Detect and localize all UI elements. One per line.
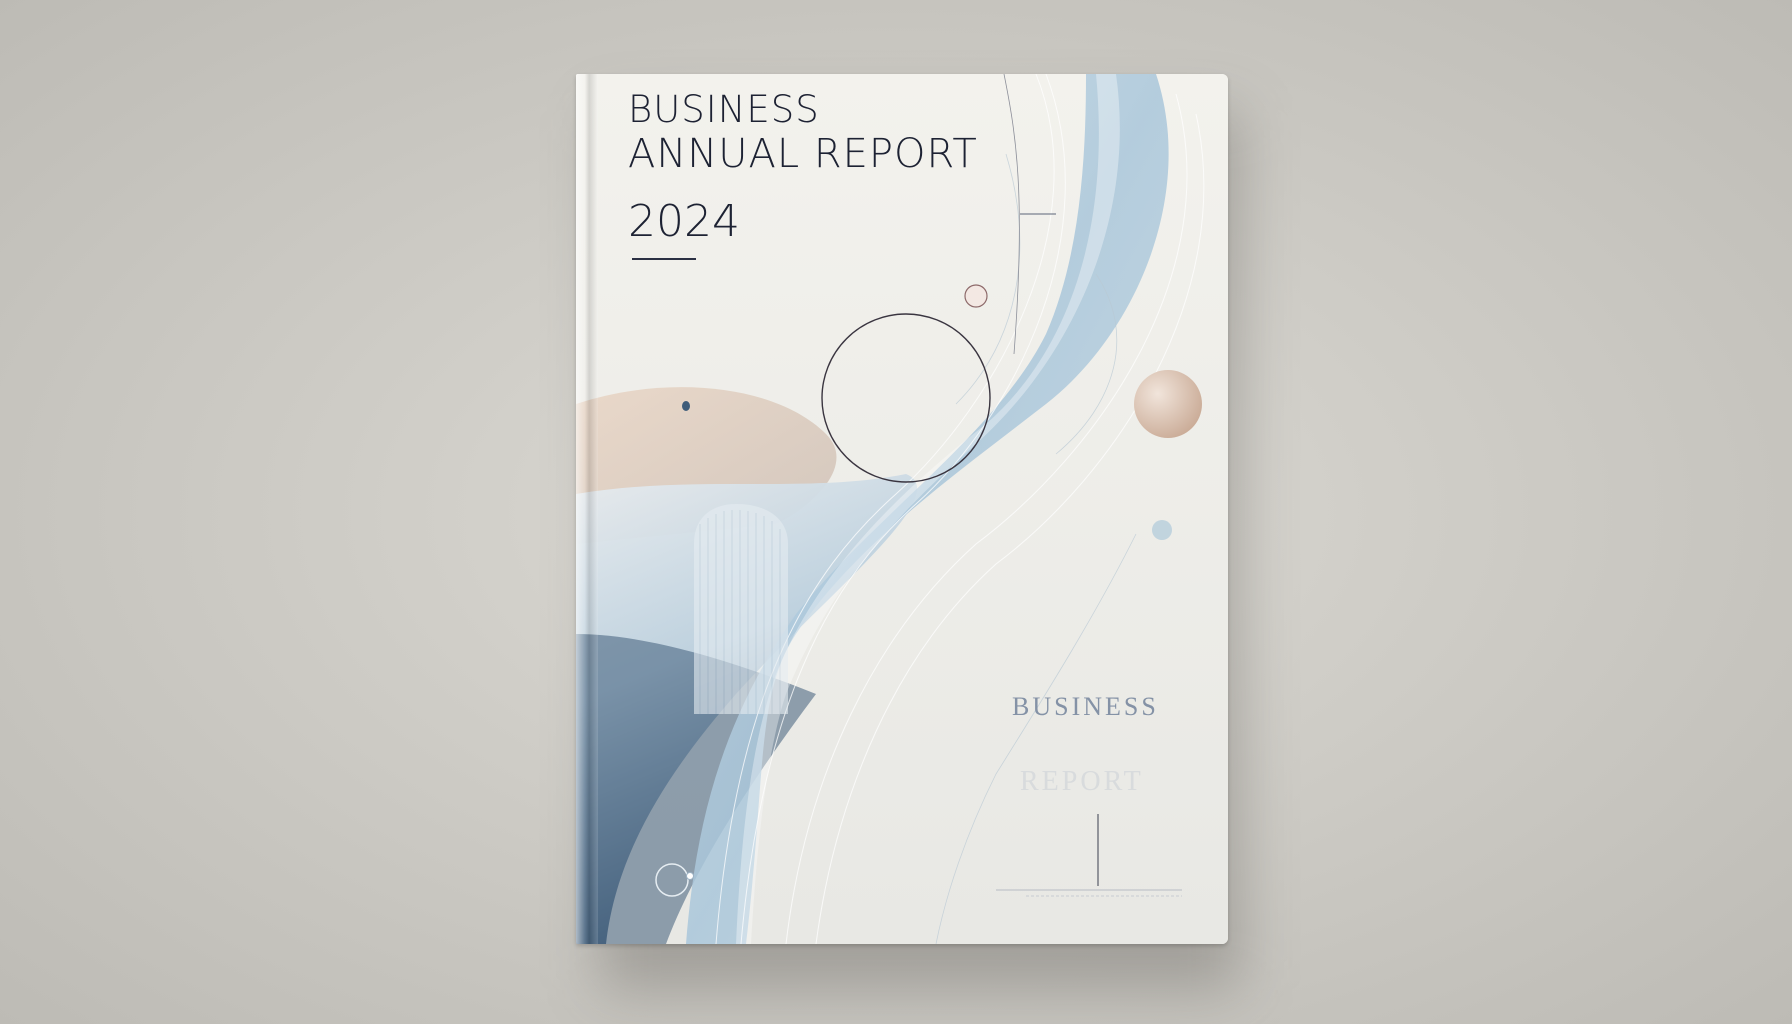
small-circle bbox=[964, 284, 988, 308]
subtitle-report: REPORT bbox=[1020, 766, 1144, 797]
peach-sphere bbox=[1134, 370, 1202, 438]
outline-circle bbox=[821, 313, 991, 483]
cover-artwork bbox=[576, 74, 1228, 944]
pale-blue-dot bbox=[1152, 520, 1172, 540]
report-year: 2024 bbox=[628, 196, 740, 247]
bottom-circle bbox=[655, 863, 689, 897]
blue-dot bbox=[682, 401, 690, 411]
ribbon-lines bbox=[715, 74, 1205, 944]
bottom-dot bbox=[686, 872, 694, 880]
annual-report-book: BUSINESS ANNUAL REPORT 2024 BUSINESS REP… bbox=[576, 74, 1228, 944]
cover-title: BUSINESS ANNUAL REPORT 2024 bbox=[628, 88, 978, 246]
title-line-1: BUSINESS bbox=[628, 88, 820, 131]
left-blue-shape bbox=[576, 474, 918, 944]
title-line-2: ANNUAL REPORT bbox=[628, 131, 978, 177]
blue-wave-shape bbox=[686, 74, 1169, 944]
subtitle-business: BUSINESS bbox=[1012, 692, 1159, 721]
title-rule bbox=[632, 258, 696, 260]
thin-line bbox=[1003, 74, 1020, 355]
hatched-arch bbox=[694, 504, 788, 714]
